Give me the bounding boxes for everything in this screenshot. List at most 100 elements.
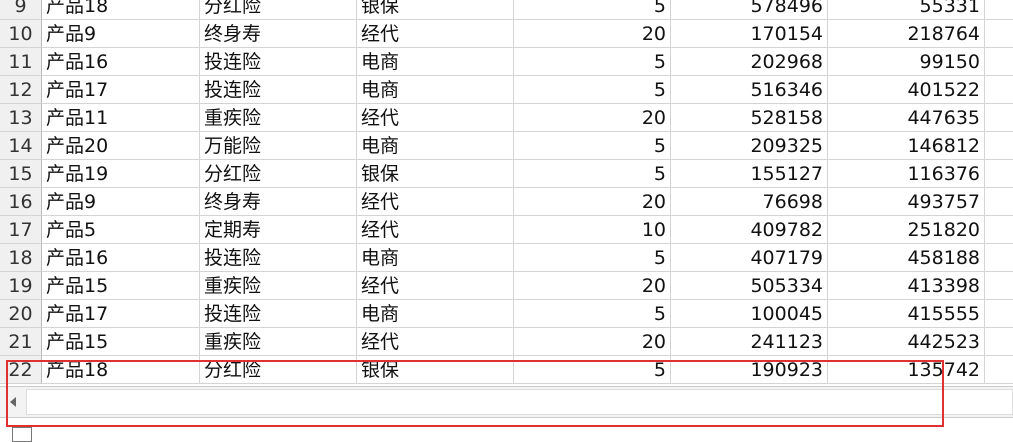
category-cell[interactable]: 定期寿 [200,216,357,244]
product-cell[interactable]: 产品20 [42,132,200,160]
product-cell[interactable]: 产品18 [42,0,200,20]
category-cell[interactable]: 投连险 [200,300,357,328]
term-cell[interactable]: 20 [514,104,671,132]
row-number-cell[interactable]: 16 [0,188,42,216]
empty-cell[interactable] [985,244,1013,272]
category-cell[interactable]: 终身寿 [200,188,357,216]
product-cell[interactable]: 产品11 [42,104,200,132]
term-cell[interactable]: 5 [514,244,671,272]
premium-cell[interactable]: 241123 [671,328,828,356]
scroll-left-arrow[interactable] [10,397,16,407]
category-cell[interactable]: 分红险 [200,356,357,384]
premium-cell[interactable]: 170154 [671,20,828,48]
empty-cell[interactable] [985,0,1013,20]
channel-cell[interactable]: 电商 [357,76,514,104]
row-number-cell[interactable]: 11 [0,48,42,76]
amount-cell[interactable]: 401522 [828,76,985,104]
empty-cell[interactable] [985,328,1013,356]
scrollbar[interactable] [0,386,1013,418]
premium-cell[interactable]: 202968 [671,48,828,76]
category-cell[interactable]: 分红险 [200,160,357,188]
product-cell[interactable]: 产品15 [42,328,200,356]
empty-cell[interactable] [985,104,1013,132]
channel-cell[interactable]: 银保 [357,356,514,384]
product-cell[interactable]: 产品9 [42,20,200,48]
empty-cell[interactable] [985,76,1013,104]
term-cell[interactable]: 20 [514,328,671,356]
channel-cell[interactable]: 经代 [357,104,514,132]
premium-cell[interactable]: 190923 [671,356,828,384]
amount-cell[interactable]: 493757 [828,188,985,216]
category-cell[interactable]: 投连险 [200,48,357,76]
empty-cell[interactable] [985,272,1013,300]
row-number-cell[interactable]: 21 [0,328,42,356]
term-cell[interactable]: 5 [514,0,671,20]
empty-cell[interactable] [985,132,1013,160]
row-number-cell[interactable]: 10 [0,20,42,48]
empty-cell[interactable] [985,160,1013,188]
row-number-cell[interactable]: 20 [0,300,42,328]
channel-cell[interactable]: 经代 [357,188,514,216]
term-cell[interactable]: 5 [514,132,671,160]
empty-cell[interactable] [985,188,1013,216]
category-cell[interactable]: 投连险 [200,76,357,104]
row-number-cell[interactable]: 15 [0,160,42,188]
empty-cell[interactable] [985,356,1013,384]
term-cell[interactable]: 5 [514,300,671,328]
term-cell[interactable]: 20 [514,188,671,216]
product-cell[interactable]: 产品17 [42,300,200,328]
premium-cell[interactable]: 516346 [671,76,828,104]
product-cell[interactable]: 产品17 [42,76,200,104]
channel-cell[interactable]: 电商 [357,48,514,76]
product-cell[interactable]: 产品16 [42,244,200,272]
row-number-cell[interactable]: 17 [0,216,42,244]
premium-cell[interactable]: 578496 [671,0,828,20]
row-number-cell[interactable]: 13 [0,104,42,132]
channel-cell[interactable]: 电商 [357,132,514,160]
amount-cell[interactable]: 55331 [828,0,985,20]
channel-cell[interactable]: 电商 [357,300,514,328]
category-cell[interactable]: 分红险 [200,0,357,20]
term-cell[interactable]: 20 [514,20,671,48]
premium-cell[interactable]: 76698 [671,188,828,216]
premium-cell[interactable]: 505334 [671,272,828,300]
category-cell[interactable]: 重疾险 [200,328,357,356]
amount-cell[interactable]: 146812 [828,132,985,160]
term-cell[interactable]: 5 [514,356,671,384]
category-cell[interactable]: 重疾险 [200,272,357,300]
channel-cell[interactable]: 银保 [357,160,514,188]
amount-cell[interactable]: 99150 [828,48,985,76]
empty-cell[interactable] [985,216,1013,244]
premium-cell[interactable]: 100045 [671,300,828,328]
premium-cell[interactable]: 528158 [671,104,828,132]
amount-cell[interactable]: 447635 [828,104,985,132]
amount-cell[interactable]: 413398 [828,272,985,300]
premium-cell[interactable]: 409782 [671,216,828,244]
channel-cell[interactable]: 经代 [357,272,514,300]
premium-cell[interactable]: 209325 [671,132,828,160]
row-number-cell[interactable]: 12 [0,76,42,104]
premium-cell[interactable]: 407179 [671,244,828,272]
scroll-track[interactable] [26,389,1013,415]
product-cell[interactable]: 产品15 [42,272,200,300]
product-cell[interactable]: 产品9 [42,188,200,216]
category-cell[interactable]: 重疾险 [200,104,357,132]
row-number-cell[interactable]: 18 [0,244,42,272]
amount-cell[interactable]: 458188 [828,244,985,272]
category-cell[interactable]: 投连险 [200,244,357,272]
product-cell[interactable]: 产品18 [42,356,200,384]
premium-cell[interactable]: 155127 [671,160,828,188]
amount-cell[interactable]: 251820 [828,216,985,244]
amount-cell[interactable]: 415555 [828,300,985,328]
term-cell[interactable]: 10 [514,216,671,244]
row-number-cell[interactable]: 9 [0,0,42,20]
empty-cell[interactable] [985,300,1013,328]
product-cell[interactable]: 产品5 [42,216,200,244]
term-cell[interactable]: 5 [514,160,671,188]
channel-cell[interactable]: 银保 [357,0,514,20]
term-cell[interactable]: 5 [514,76,671,104]
channel-cell[interactable]: 经代 [357,216,514,244]
row-number-cell[interactable]: 19 [0,272,42,300]
channel-cell[interactable]: 电商 [357,244,514,272]
amount-cell[interactable]: 218764 [828,20,985,48]
